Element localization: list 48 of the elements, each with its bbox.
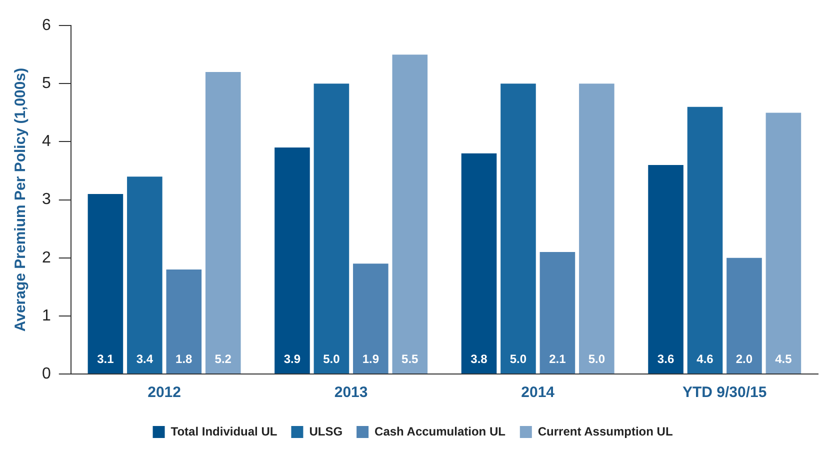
bar <box>461 153 497 374</box>
x-tick-label: 2012 <box>148 384 181 402</box>
x-tick-label: 2014 <box>521 384 556 402</box>
bar <box>88 194 124 374</box>
y-tick-label: 4 <box>42 133 51 150</box>
bar <box>353 264 388 374</box>
data-label: 5.0 <box>588 352 606 366</box>
x-tick-label: 2013 <box>334 384 368 402</box>
y-tick-label: 0 <box>42 365 51 382</box>
bar <box>648 164 684 374</box>
bar <box>392 54 428 374</box>
data-label: 2.0 <box>736 352 753 366</box>
bar <box>166 269 202 374</box>
y-tick-label: 2 <box>42 249 51 266</box>
data-label: 3.9 <box>284 352 301 366</box>
data-label: 3.6 <box>657 352 674 366</box>
y-axis-title: Average Premium Per Policy (1,000s) <box>12 68 30 332</box>
y-tick-label: 3 <box>42 191 51 208</box>
data-label: 5.0 <box>510 352 527 366</box>
bar <box>314 84 350 374</box>
bar <box>726 258 762 374</box>
legend-label: Cash Accumulation UL <box>374 424 506 438</box>
data-label: 3.8 <box>470 352 488 366</box>
x-tick-label: YTD 9/30/15 <box>682 384 767 402</box>
y-tick-label: 1 <box>42 307 51 324</box>
bar <box>205 72 241 374</box>
bar <box>127 176 162 374</box>
data-label: 5.2 <box>214 352 232 366</box>
y-tick-label: 6 <box>42 17 51 34</box>
bar <box>766 112 802 374</box>
bar <box>500 84 536 374</box>
bar <box>579 84 614 374</box>
data-label: 3.4 <box>136 352 154 366</box>
data-label: 3.1 <box>97 352 114 366</box>
bar <box>274 148 310 374</box>
legend-label: Current Assumption UL <box>538 424 673 438</box>
data-label: 5.5 <box>402 352 419 366</box>
data-label: 2.1 <box>549 352 566 366</box>
data-label: 5.0 <box>323 352 340 366</box>
legend-label: Total Individual UL <box>170 424 278 438</box>
bar <box>540 252 576 374</box>
data-label: 4.5 <box>775 352 792 366</box>
legend-label: ULSG <box>309 424 343 438</box>
data-label: 4.6 <box>696 352 714 366</box>
bar <box>687 106 723 374</box>
data-label: 1.9 <box>362 352 380 366</box>
y-tick-label: 5 <box>42 75 51 92</box>
data-label: 1.8 <box>176 352 193 366</box>
